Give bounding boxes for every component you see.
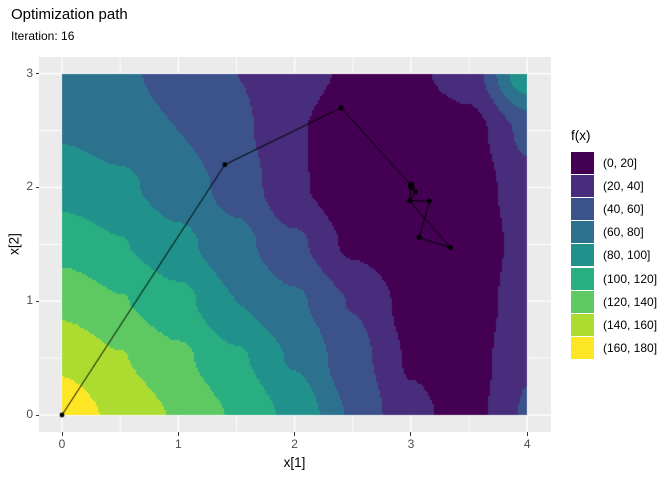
page-title: Optimization path: [11, 6, 128, 23]
legend-entry: (80, 100]: [571, 244, 657, 267]
x-tick-label: 2: [291, 437, 298, 451]
legend-entry: (40, 60]: [571, 197, 657, 220]
x-axis-title: x[1]: [283, 455, 306, 470]
x-axis-tick: [294, 432, 296, 436]
x-axis-tick: [526, 432, 528, 436]
legend-swatch: [571, 221, 594, 244]
legend-label: (20, 40]: [603, 178, 644, 193]
y-axis-tick: [35, 73, 39, 75]
legend-entry: (160, 180]: [571, 337, 657, 360]
legend-swatch: [571, 290, 594, 313]
legend-entry: (0, 20]: [571, 151, 657, 174]
legend-label: (40, 60]: [603, 201, 644, 216]
legend-swatch: [571, 174, 594, 197]
x-tick-label: 1: [174, 437, 182, 451]
legend-title: f(x): [571, 128, 591, 143]
legend-entry: (20, 40]: [571, 174, 657, 197]
legend-label: (80, 100]: [603, 248, 651, 263]
legend-entry: (140, 160]: [571, 313, 657, 336]
legend-swatch: [571, 197, 594, 220]
legend-label: (0, 20]: [603, 155, 638, 170]
legend-swatch: [571, 267, 594, 290]
legend-entry: (120, 140]: [571, 290, 657, 313]
x-axis-tick: [410, 432, 412, 436]
contour-plot-panel: [39, 57, 551, 432]
legend-swatch: [571, 337, 594, 360]
legend: f(x) (0, 20] (20, 40] (40, 60] (60, 80] (80,…: [571, 128, 657, 360]
x-axis-tick: [61, 432, 63, 436]
y-axis-tick: [35, 300, 39, 302]
y-axis-tick: [35, 186, 39, 188]
legend-entry: (60, 80]: [571, 221, 657, 244]
legend-label: (60, 80]: [603, 225, 644, 240]
legend-entries: (0, 20] (20, 40] (40, 60] (60, 80] (80, 100]…: [571, 151, 657, 360]
legend-label: (140, 160]: [603, 317, 658, 332]
legend-entry: (100, 120]: [571, 267, 657, 290]
y-axis-tick: [35, 414, 39, 416]
legend-label: (100, 120]: [603, 271, 658, 286]
y-tick-label: 3: [26, 65, 33, 80]
y-tick-label: 2: [26, 179, 33, 194]
legend-swatch: [571, 313, 594, 336]
x-axis-tick: [177, 432, 179, 436]
page-subtitle: Iteration: 16: [11, 29, 75, 43]
legend-label: (120, 140]: [603, 294, 658, 309]
x-tick-label: 3: [407, 437, 415, 451]
y-tick-label: 0: [26, 407, 33, 421]
y-tick-label: 1: [26, 293, 33, 308]
x-tick-label: 4: [523, 437, 531, 451]
legend-swatch: [571, 244, 594, 267]
y-axis-title: x[2]: [6, 233, 22, 255]
legend-swatch: [571, 151, 594, 174]
legend-label: (160, 180]: [603, 341, 658, 356]
x-tick-label: 0: [58, 437, 66, 451]
